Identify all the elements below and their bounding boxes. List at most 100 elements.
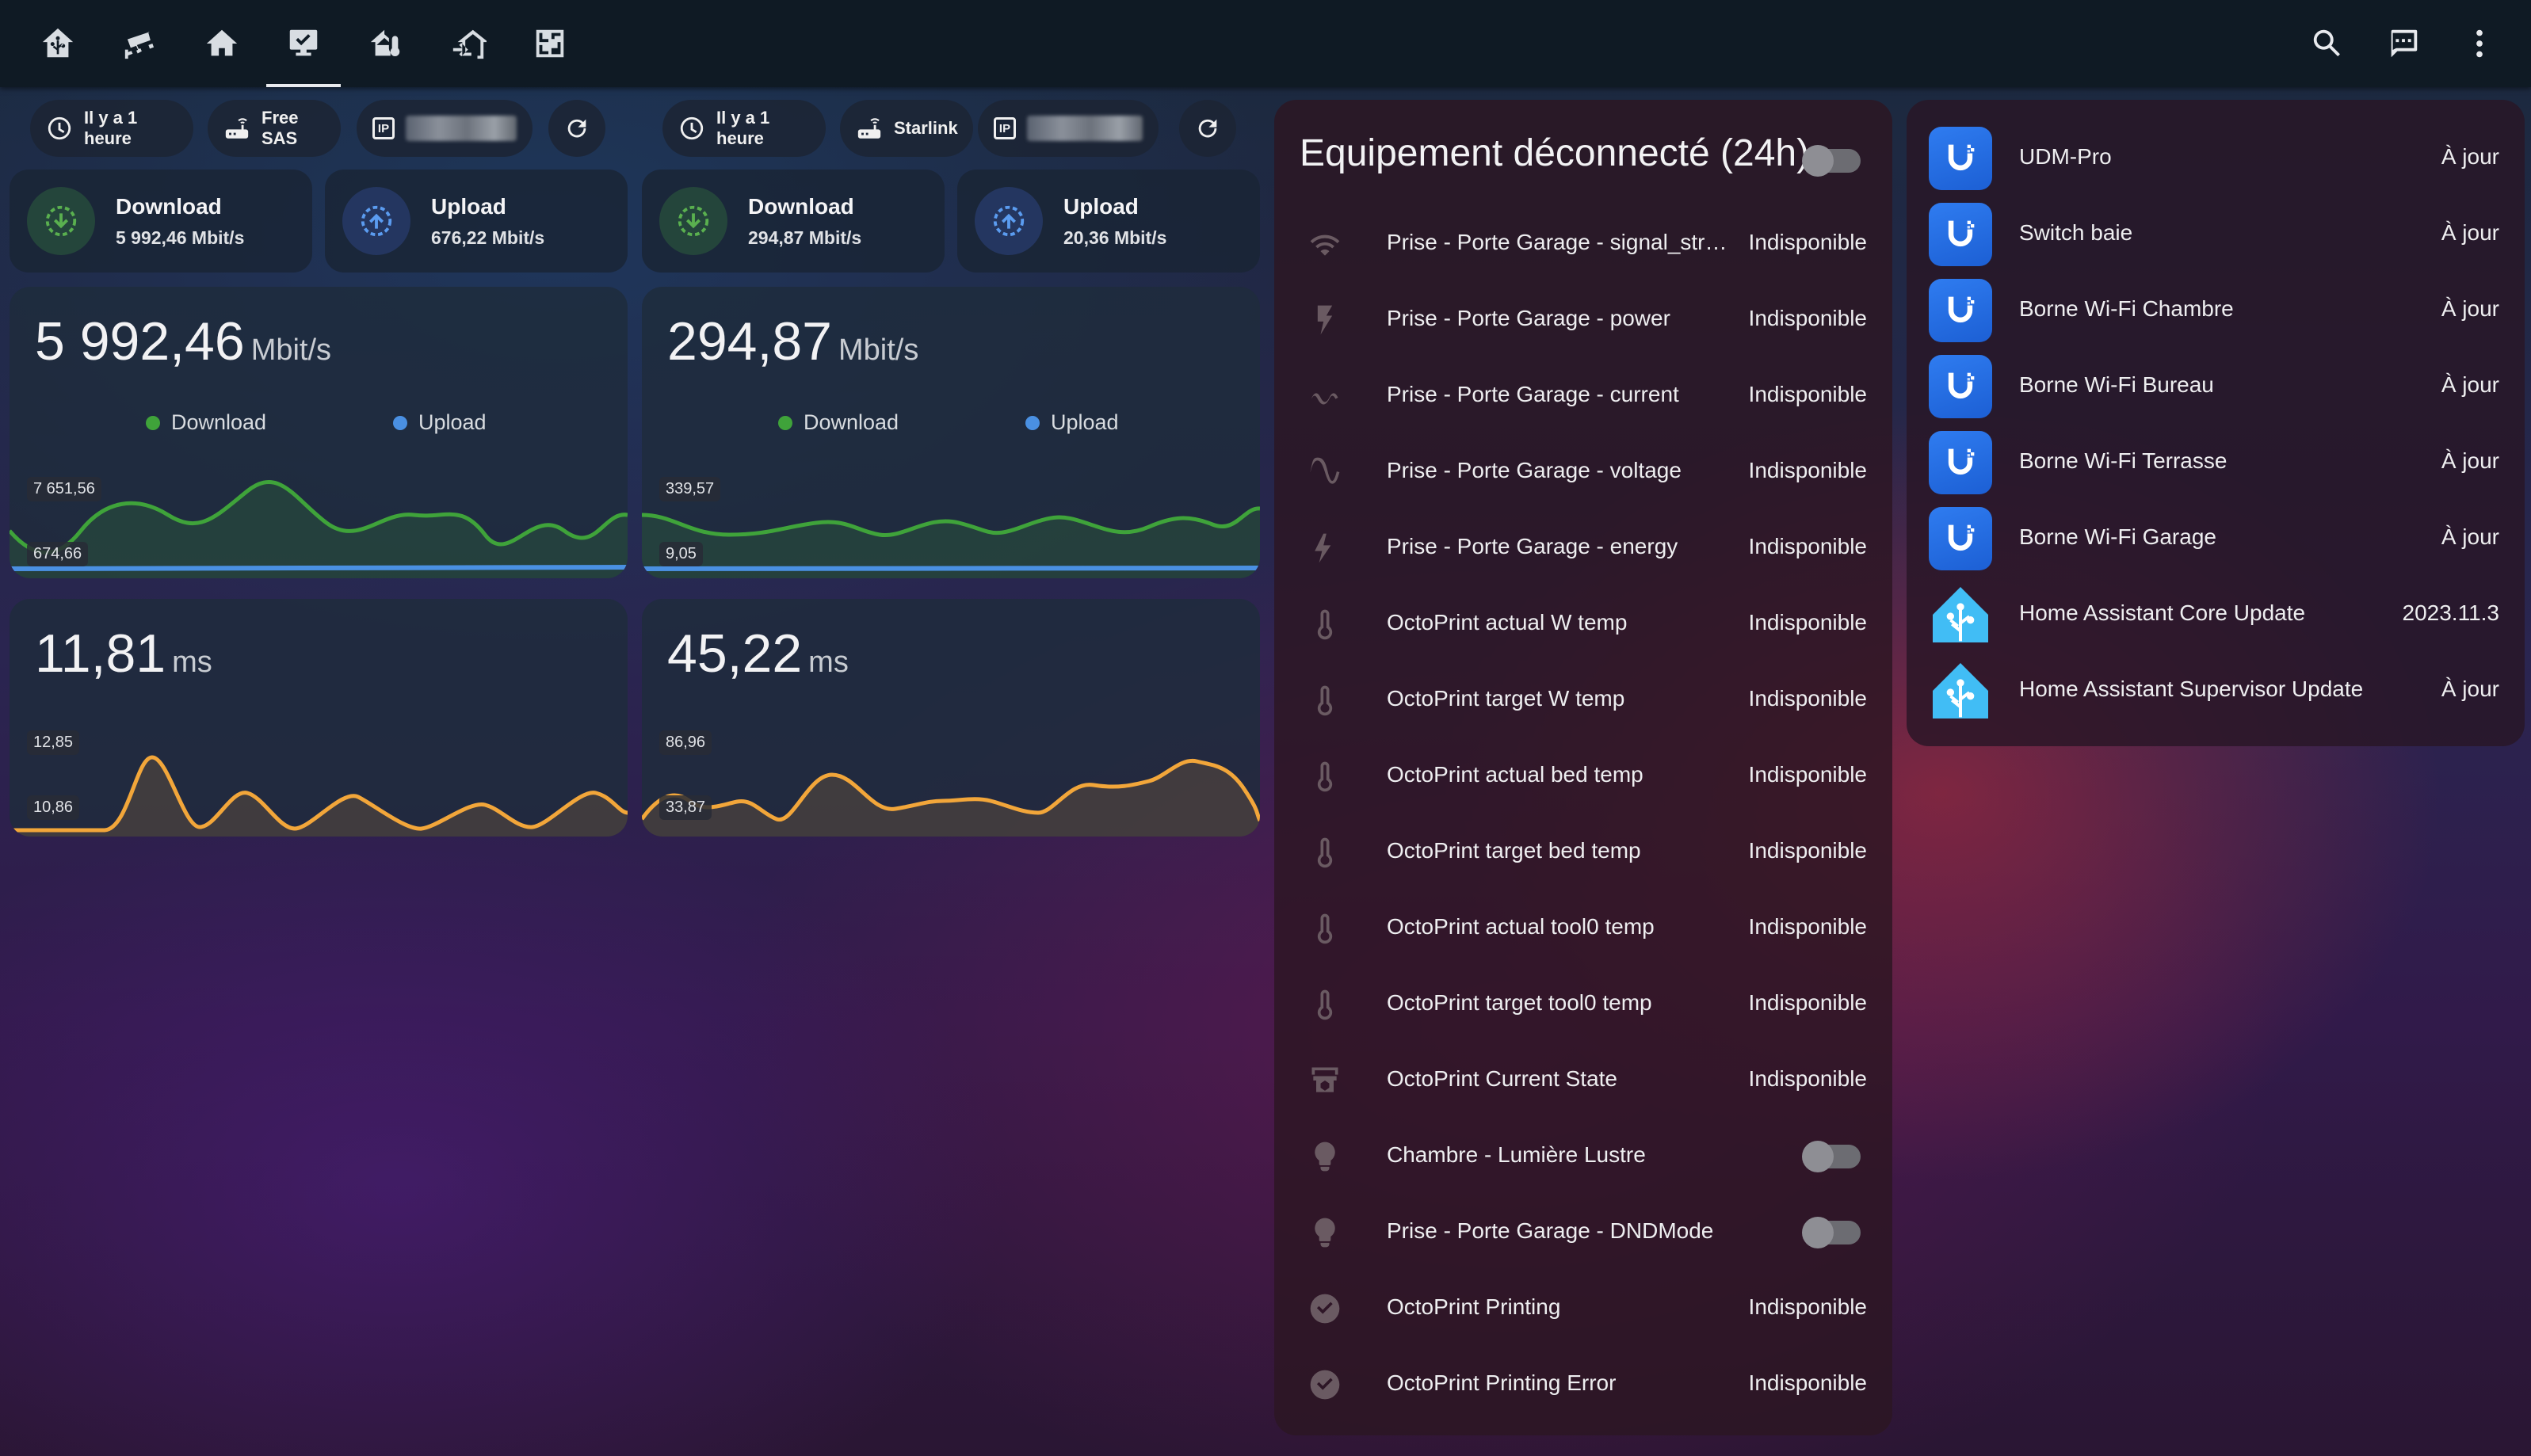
graph-min-label: 10,86 — [27, 795, 80, 820]
lightning-icon — [1306, 529, 1344, 567]
ping-graph-card[interactable]: 11,81 ms 12,85 10,86 — [10, 599, 628, 837]
graph-legend: Download Upload — [10, 410, 628, 442]
refresh-icon — [567, 119, 586, 138]
provider-chip[interactable]: Starlink — [840, 100, 973, 157]
download-tile[interactable]: Download 5 992,46 Mbit/s — [10, 170, 312, 273]
entity-state: Indisponible — [1748, 306, 1867, 330]
update-state: 2023.11.3 — [2402, 600, 2500, 625]
list-item[interactable]: Home Assistant Supervisor Update À jour — [1907, 650, 2525, 726]
list-item[interactable]: OctoPrint Printing Error Indisponible — [1274, 1347, 1892, 1423]
entity-name: OctoPrint target W temp — [1387, 686, 1625, 711]
list-item[interactable]: Prise - Porte Garage - DNDMode — [1274, 1195, 1892, 1271]
search-icon — [2313, 29, 2340, 57]
entity-name: OctoPrint target bed temp — [1387, 838, 1641, 863]
download-icon — [27, 187, 95, 255]
refresh-button[interactable] — [548, 100, 605, 157]
speed-value: 294,87 Mbit/s — [667, 311, 919, 372]
assist-icon — [2391, 29, 2418, 58]
entity-state: Indisponible — [1748, 1294, 1867, 1319]
legend-download[interactable]: Download — [146, 410, 266, 435]
speed-sparkline — [642, 506, 1260, 578]
provider-chip[interactable]: Free SAS — [208, 100, 341, 157]
overflow-menu-button[interactable] — [2453, 17, 2506, 70]
entity-name: OctoPrint actual bed temp — [1387, 762, 1643, 787]
clock-icon — [680, 116, 704, 140]
card-header-toggle[interactable] — [1802, 145, 1861, 177]
list-item[interactable]: Borne Wi-Fi Chambre À jour — [1907, 269, 2525, 345]
ping-value: 11,81 ms — [35, 623, 212, 684]
ubiquiti-logo-icon — [1929, 203, 1992, 266]
tile-label: Download — [748, 193, 854, 219]
entity-name: OctoPrint actual tool0 temp — [1387, 914, 1655, 939]
tab-floor-plan[interactable] — [522, 16, 578, 71]
speed-graph-card[interactable]: 5 992,46 Mbit/s Download Upload 7 651,56 … — [10, 287, 628, 578]
legend-upload[interactable]: Upload — [393, 410, 487, 435]
graph-min-label: 33,87 — [659, 795, 712, 820]
entity-state: Indisponible — [1748, 914, 1867, 939]
upload-icon — [975, 187, 1043, 255]
legend-upload[interactable]: Upload — [1025, 410, 1119, 435]
tab-climate[interactable] — [358, 16, 414, 71]
update-state: À jour — [2441, 448, 2499, 473]
list-item[interactable]: OctoPrint actual bed temp Indisponible — [1274, 738, 1892, 814]
graph-legend: Download Upload — [642, 410, 1260, 442]
thermometer-icon — [1306, 681, 1344, 719]
thermometer-icon — [1306, 833, 1344, 871]
ip-chip[interactable]: IP — [357, 100, 533, 157]
list-item[interactable]: OctoPrint Printing Indisponible — [1274, 1271, 1892, 1347]
tab-cctv[interactable] — [113, 16, 168, 71]
entity-name: OctoPrint Printing — [1387, 1294, 1561, 1319]
tab-home-assistant[interactable] — [30, 16, 86, 71]
list-item[interactable]: Borne Wi-Fi Terrasse À jour — [1907, 421, 2525, 497]
list-item[interactable]: Prise - Porte Garage - signal_stre... Ind… — [1274, 206, 1892, 282]
ip-chip[interactable]: IP — [978, 100, 1159, 157]
list-item[interactable]: OctoPrint actual tool0 temp Indisponible — [1274, 890, 1892, 966]
ping-graph-card[interactable]: 45,22 ms 86,96 33,87 — [642, 599, 1260, 837]
entity-toggle[interactable] — [1802, 1141, 1861, 1172]
speed-graph-card[interactable]: 294,87 Mbit/s Download Upload 339,57 9,05 — [642, 287, 1260, 578]
search-button[interactable] — [2301, 17, 2353, 70]
cctv-icon — [124, 32, 155, 59]
list-item[interactable]: Switch baie À jour — [1907, 193, 2525, 269]
tile-label: Upload — [1063, 193, 1139, 219]
list-item[interactable]: OctoPrint Current State Indisponible — [1274, 1042, 1892, 1119]
list-item[interactable]: Prise - Porte Garage - energy Indisponibl… — [1274, 510, 1892, 586]
upload-tile[interactable]: Upload 20,36 Mbit/s — [957, 170, 1260, 273]
entity-toggle[interactable] — [1802, 1217, 1861, 1248]
list-item[interactable]: OctoPrint target bed temp Indisponible — [1274, 814, 1892, 890]
house-icon — [206, 29, 238, 56]
list-item[interactable]: Borne Wi-Fi Garage À jour — [1907, 497, 2525, 574]
update-state: À jour — [2441, 372, 2499, 397]
download-tile[interactable]: Download 294,87 Mbit/s — [642, 170, 945, 273]
list-item[interactable]: UDM-Pro À jour — [1907, 117, 2525, 193]
list-item[interactable]: Chambre - Lumière Lustre — [1274, 1119, 1892, 1195]
list-item[interactable]: OctoPrint actual W temp Indisponible — [1274, 586, 1892, 662]
update-name: Switch baie — [2019, 220, 2133, 245]
entity-name: Prise - Porte Garage - DNDMode — [1387, 1218, 1714, 1243]
tab-network[interactable] — [266, 16, 341, 87]
upload-tile[interactable]: Upload 676,22 Mbit/s — [325, 170, 628, 273]
tile-value: 676,22 Mbit/s — [431, 227, 545, 248]
list-item[interactable]: OctoPrint target tool0 temp Indisponible — [1274, 966, 1892, 1042]
assist-button[interactable] — [2377, 17, 2430, 70]
list-item[interactable]: Prise - Porte Garage - current Indisponib… — [1274, 358, 1892, 434]
list-item[interactable]: Prise - Porte Garage - power Indisponible — [1274, 282, 1892, 358]
refresh-button[interactable] — [1179, 100, 1236, 157]
tab-home-import[interactable] — [441, 16, 496, 71]
list-item[interactable]: Borne Wi-Fi Bureau À jour — [1907, 345, 2525, 421]
ping-sparkline — [642, 758, 1260, 837]
list-item[interactable]: OctoPrint target W temp Indisponible — [1274, 662, 1892, 738]
tab-house[interactable] — [194, 16, 250, 71]
legend-download[interactable]: Download — [778, 410, 899, 435]
home-thermometer-icon — [370, 29, 400, 56]
update-name: Borne Wi-Fi Garage — [2019, 524, 2216, 549]
entity-name: OctoPrint actual W temp — [1387, 610, 1628, 635]
entity-state: Indisponible — [1748, 1370, 1867, 1395]
list-item[interactable]: Home Assistant Core Update 2023.11.3 — [1907, 574, 2525, 650]
list-item[interactable]: Prise - Porte Garage - voltage Indisponib… — [1274, 434, 1892, 510]
update-name: Borne Wi-Fi Chambre — [2019, 296, 2234, 321]
last-updated-chip[interactable]: Il y a 1 heure — [30, 100, 193, 157]
last-updated-chip[interactable]: Il y a 1 heure — [662, 100, 826, 157]
entity-name: OctoPrint Printing Error — [1387, 1370, 1617, 1395]
clock-icon — [48, 116, 71, 140]
